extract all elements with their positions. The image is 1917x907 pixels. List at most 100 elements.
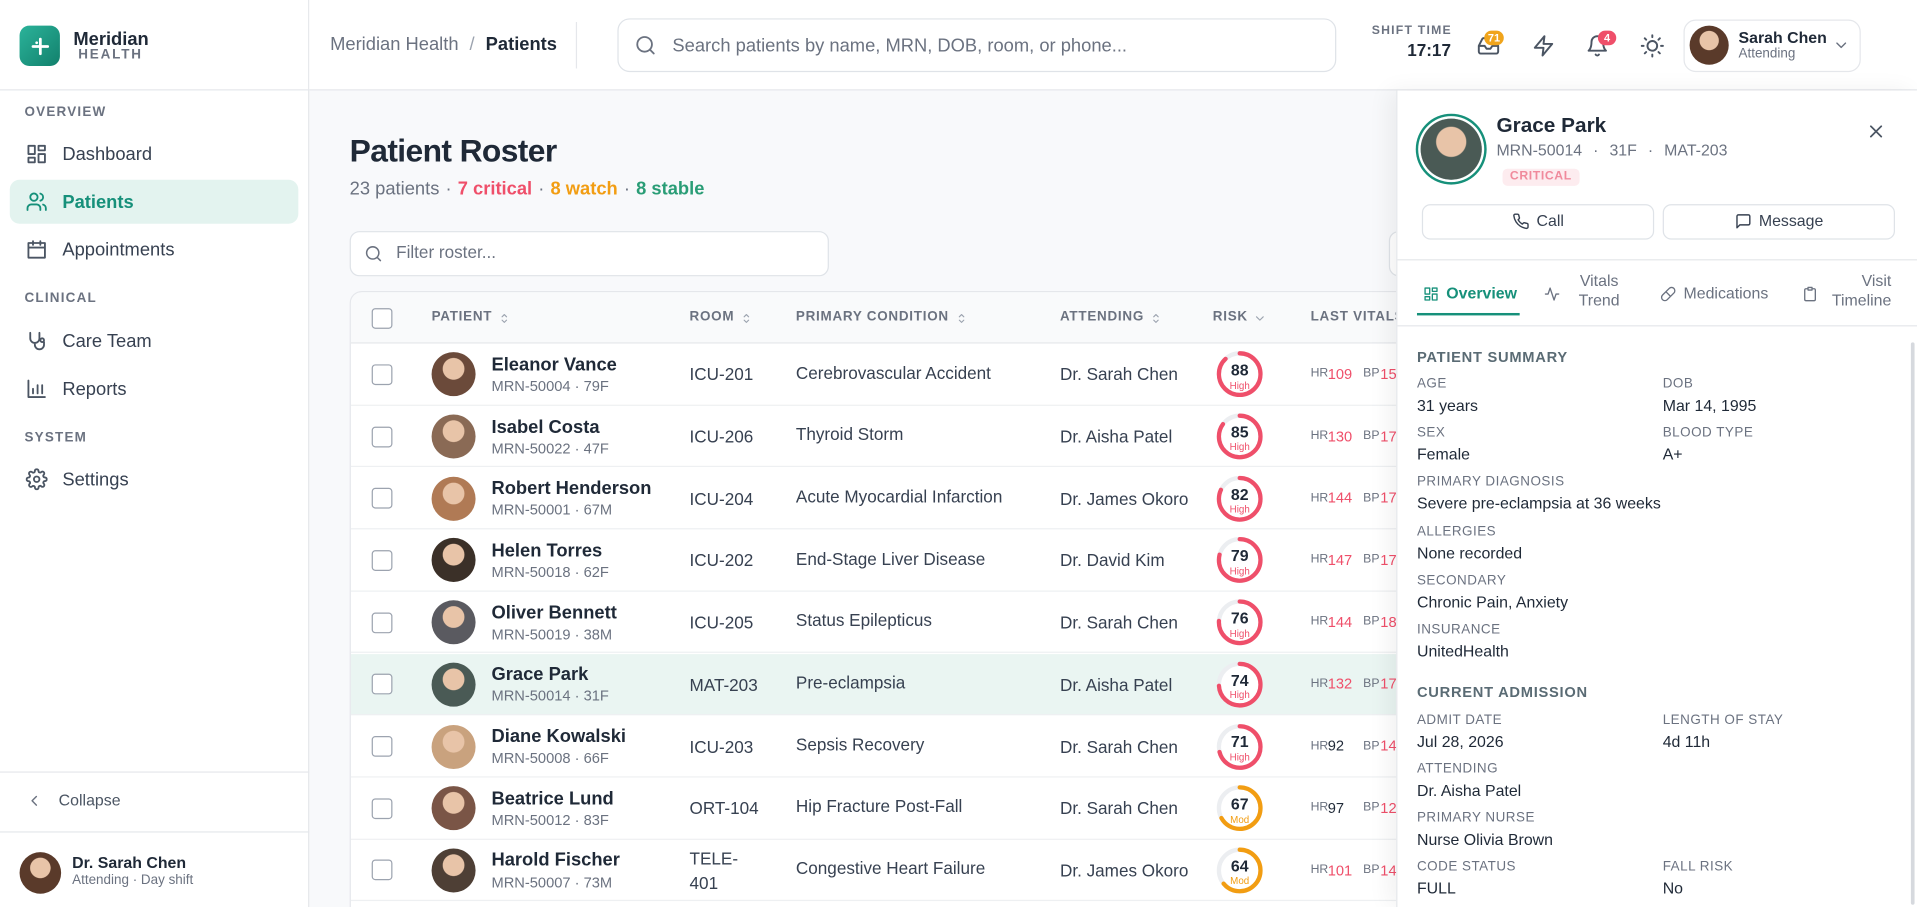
risk-score: 71 — [1230, 732, 1249, 752]
risk-level: High — [1229, 565, 1250, 577]
attending: Dr. Sarah Chen — [1059, 736, 1178, 757]
collapse-label[interactable]: Collapse — [58, 790, 121, 810]
checkbox[interactable] — [371, 550, 393, 571]
table-row[interactable] — [350, 468, 1917, 530]
checkbox[interactable] — [371, 674, 393, 695]
risk-ring — [1216, 847, 1263, 894]
nav-section-title: CLINICAL — [24, 291, 97, 307]
nav-label: Settings — [62, 468, 129, 490]
close-button[interactable] — [1861, 116, 1890, 145]
field-value: Dr. Aisha Patel — [1416, 781, 1522, 800]
table-row[interactable] — [350, 839, 1917, 902]
patient-name: Oliver Bennett — [491, 602, 617, 624]
column-header[interactable]: RISK — [1212, 309, 1248, 325]
column-header[interactable]: PRIMARY CONDITION — [795, 309, 949, 325]
checkbox[interactable] — [371, 364, 393, 385]
tab-label[interactable]: Vitals Trend — [1578, 271, 1620, 310]
column-header[interactable]: PATIENT — [431, 309, 493, 325]
column-header[interactable]: LAST VITALS — [1310, 309, 1405, 325]
patient-mrn: MRN-50008 · 66F — [491, 749, 609, 767]
divider — [1397, 325, 1917, 327]
tab-icon — [1660, 286, 1675, 301]
action-button[interactable] — [1662, 204, 1895, 240]
hr-value: 130 — [1327, 427, 1353, 445]
checkbox[interactable] — [371, 736, 393, 757]
panel-meta: MRN-50014 · 31F · MAT-203 — [1496, 139, 1727, 161]
breadcrumb: Meridian Health / Patients — [330, 32, 557, 59]
condition: Pre-eclampsia — [795, 672, 906, 693]
sort-desc-icon-shape — [1256, 315, 1265, 321]
checkbox[interactable] — [371, 308, 393, 329]
hr-value: 144 — [1327, 489, 1353, 507]
field-label: PRIMARY DIAGNOSIS — [1416, 474, 1565, 490]
collapse-icon — [31, 795, 38, 806]
tab-label[interactable]: Overview — [1446, 283, 1518, 302]
room: TELE-401 — [689, 848, 739, 893]
search-box[interactable] — [617, 18, 1337, 73]
condition: Cerebrovascular Accident — [795, 362, 991, 383]
nav-item[interactable] — [10, 319, 299, 363]
sort-icon-shape — [501, 313, 508, 323]
risk-arc — [1216, 413, 1263, 460]
sort-icon — [501, 313, 508, 323]
field-label: SECONDARY — [1416, 573, 1507, 589]
table-row[interactable] — [350, 529, 1917, 592]
risk-level: High — [1229, 689, 1250, 701]
avatar — [431, 538, 476, 583]
table-row[interactable] — [350, 344, 1917, 406]
risk-ring — [1216, 723, 1263, 770]
hr-value: 92 — [1327, 737, 1345, 755]
logo-cross-shape — [31, 37, 49, 55]
hr-label: HR — [1310, 615, 1329, 629]
sort-desc-icon — [1256, 315, 1265, 321]
risk-arc — [1216, 351, 1263, 398]
table-row[interactable] — [350, 777, 1917, 840]
summary-critical: 7 critical — [457, 178, 533, 200]
breadcrumb-sep: / — [469, 34, 475, 56]
sort-icon-shape — [1153, 313, 1160, 323]
tab-label[interactable]: Medications — [1683, 283, 1769, 302]
shift-label: SHIFT TIME — [1371, 24, 1452, 38]
nav-item[interactable] — [9, 179, 299, 224]
user-role: Attending — [1738, 46, 1796, 62]
tab-icon-shape — [1803, 286, 1816, 301]
checkbox[interactable] — [371, 426, 393, 447]
sort-icon-shape — [958, 313, 964, 323]
nav-label: Patients — [62, 191, 134, 213]
field-value: A+ — [1662, 444, 1683, 464]
nav-item[interactable] — [10, 367, 299, 411]
nav-icon — [27, 240, 46, 259]
checkbox[interactable] — [371, 798, 393, 819]
summary-sep: · — [445, 178, 452, 200]
risk-level: Mod — [1230, 813, 1250, 825]
checkbox[interactable] — [371, 860, 393, 881]
tab-icon — [1423, 286, 1438, 301]
breadcrumb-root[interactable]: Meridian Health — [330, 34, 459, 56]
action-button[interactable] — [1421, 204, 1655, 240]
column-header[interactable]: ROOM — [689, 309, 735, 325]
tab-label[interactable]: Visit Timeline — [1831, 271, 1892, 310]
page-title: Patient Roster — [349, 131, 558, 169]
table-row[interactable] — [350, 591, 1917, 654]
patient-mrn: MRN-50007 · 73M — [491, 873, 613, 891]
field-value: Severe pre-eclampsia at 36 weeks — [1416, 493, 1661, 513]
checkbox[interactable] — [371, 488, 393, 509]
nav-icon — [25, 468, 48, 491]
column-header[interactable]: ATTENDING — [1059, 309, 1145, 325]
table-row[interactable] — [350, 715, 1917, 778]
inbox-badge: 71 — [1484, 30, 1504, 46]
nav-item[interactable] — [10, 132, 299, 176]
nav-item[interactable] — [10, 457, 299, 501]
action-label: Call — [1536, 211, 1564, 230]
field-label: ATTENDING — [1416, 762, 1499, 777]
checkbox[interactable] — [371, 612, 393, 633]
table-row[interactable] — [350, 406, 1917, 468]
nav-icon-shape — [26, 192, 47, 211]
hr-value: 109 — [1327, 365, 1353, 383]
risk-score: 67 — [1230, 794, 1249, 814]
filter-input[interactable] — [349, 231, 829, 277]
collapse-icon-shape — [31, 795, 38, 806]
brand-sub: HEALTH — [78, 48, 143, 63]
panel-name: Grace Park — [1496, 113, 1607, 138]
hr-value: 144 — [1327, 613, 1353, 631]
